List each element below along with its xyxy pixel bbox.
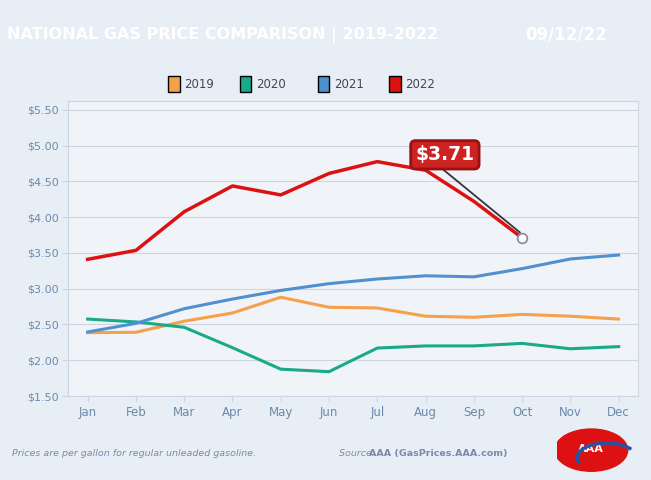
Text: 2019: 2019 [184,77,214,91]
Text: NATIONAL GAS PRICE COMPARISON | 2019-2022: NATIONAL GAS PRICE COMPARISON | 2019-202… [7,27,438,43]
Text: Source:: Source: [339,449,378,458]
FancyBboxPatch shape [240,76,251,92]
FancyBboxPatch shape [168,76,180,92]
Text: AAA: AAA [578,444,604,454]
Text: $3.71: $3.71 [415,145,475,164]
Text: 2022: 2022 [406,77,436,91]
Text: Prices are per gallon for regular unleaded gasoline.: Prices are per gallon for regular unlead… [12,449,256,458]
Circle shape [555,429,628,471]
FancyBboxPatch shape [389,76,401,92]
Text: 2020: 2020 [256,77,286,91]
Text: AAA (GasPrices.AAA.com): AAA (GasPrices.AAA.com) [369,449,507,458]
FancyBboxPatch shape [318,76,329,92]
Text: 2021: 2021 [334,77,364,91]
Text: 09/12/22: 09/12/22 [525,26,607,44]
